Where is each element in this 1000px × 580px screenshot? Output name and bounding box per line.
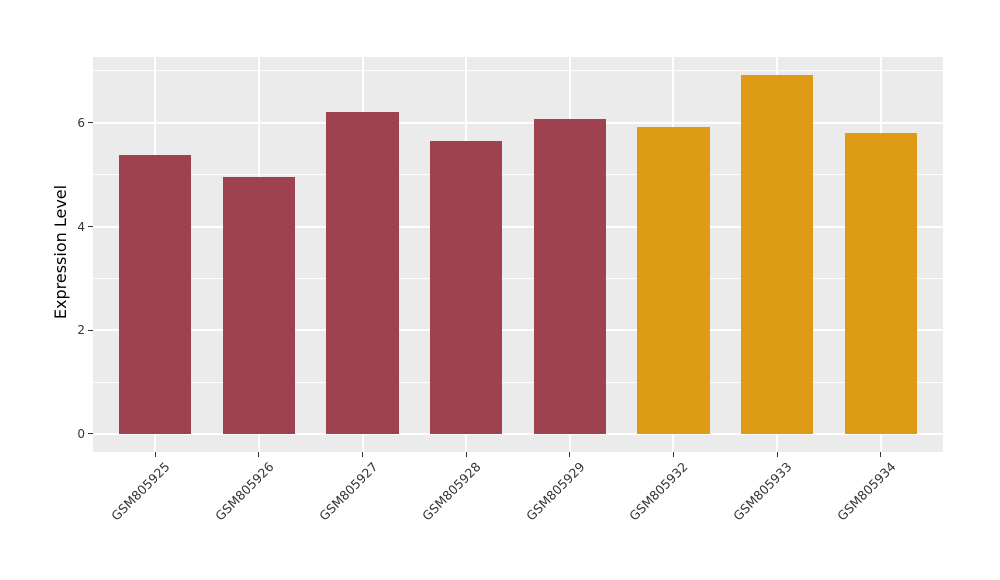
bar-GSM805926 (222, 176, 296, 434)
x-tick-label: GSM805925 (108, 459, 173, 524)
x-tick-mark (362, 452, 363, 457)
x-tick-label: GSM805929 (522, 459, 588, 524)
x-tick-label: GSM805928 (419, 459, 484, 524)
x-tick-mark (154, 452, 156, 457)
y-tick-label: 0 (77, 426, 85, 441)
x-tick-label: GSM805933 (730, 459, 795, 524)
y-tick-mark (88, 329, 93, 331)
plot-panel (93, 57, 943, 452)
y-tick-label: 6 (77, 115, 85, 130)
gridline-minor-h (93, 381, 943, 383)
bar-GSM805929 (533, 119, 607, 434)
gridline-major-h (93, 225, 943, 228)
x-tick-mark (258, 452, 260, 457)
bar-GSM805933 (740, 74, 814, 434)
x-tick-label: GSM805932 (626, 459, 692, 524)
y-tick-label: 2 (77, 323, 85, 338)
bar-GSM805925 (118, 155, 192, 434)
gridline-minor-h (93, 277, 943, 279)
x-tick-label: GSM805926 (212, 459, 277, 524)
bar-GSM805927 (326, 111, 399, 434)
x-tick-mark (672, 452, 674, 457)
x-tick-label: GSM805927 (315, 459, 381, 524)
x-tick-label: GSM805934 (833, 459, 899, 524)
gridline-major-h (93, 329, 943, 332)
y-tick-mark (88, 433, 93, 435)
y-tick-label: 4 (77, 219, 85, 234)
gridline-minor-h (93, 70, 943, 72)
y-tick-mark (88, 226, 93, 227)
x-tick-mark (465, 452, 467, 457)
bar-GSM805928 (429, 140, 503, 434)
gridline-major-h (93, 121, 943, 124)
x-tick-mark (880, 452, 882, 457)
gridline-minor-h (93, 174, 943, 176)
y-tick-mark (88, 122, 93, 124)
x-tick-mark (776, 452, 778, 457)
gridline-major-h (93, 432, 943, 435)
bar-GSM805934 (844, 133, 918, 434)
x-tick-mark (569, 452, 571, 457)
bar-GSM805932 (637, 127, 710, 434)
